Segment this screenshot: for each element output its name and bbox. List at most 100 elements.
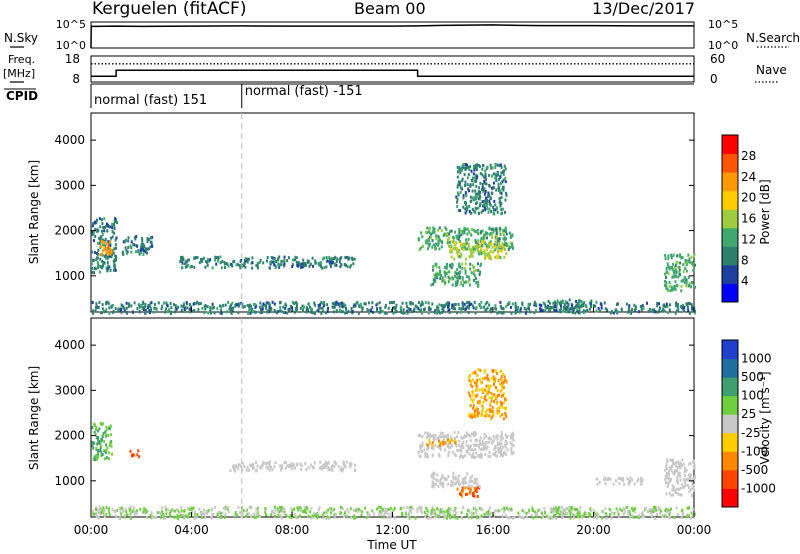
power-cell-10 [563, 306, 566, 310]
velocity-cell-11 [347, 510, 350, 514]
power-cell-6 [464, 271, 467, 275]
velocity-cell-11 [188, 511, 191, 515]
power-cell-6 [439, 276, 442, 280]
power-cell-10 [628, 304, 631, 308]
power-cell-10 [464, 307, 467, 311]
power-cell-0 [114, 243, 117, 247]
velocity-cell-11 [637, 514, 640, 518]
power-cell-4 [502, 229, 505, 233]
power-cell-10 [675, 301, 677, 305]
power-cell-10 [315, 309, 318, 313]
power-cell-3 [330, 261, 333, 265]
velocity-cell-0 [97, 449, 99, 453]
velocity-cell-11 [256, 507, 259, 511]
power-cell-6 [440, 274, 442, 277]
power-cell-7 [470, 169, 473, 173]
power-cell-10 [488, 303, 491, 307]
power-cell-3 [241, 264, 244, 268]
power-cell-10 [641, 304, 644, 308]
power-cell-4 [470, 227, 473, 231]
velocity-cell-2 [327, 468, 330, 472]
velocity-cell-7 [487, 407, 490, 411]
power-cell-2 [135, 250, 138, 254]
velocity-cell-11 [657, 507, 660, 511]
velocity-cell-7 [500, 375, 503, 378]
power-cell-5 [452, 240, 455, 244]
power-cell-10 [429, 307, 432, 311]
power-cell-10 [682, 303, 685, 307]
velocity-cell-11 [665, 508, 668, 511]
velocity-cell-11 [478, 506, 481, 510]
power-cell-7 [487, 191, 490, 195]
power-cell-3 [181, 261, 184, 265]
velocity-cell-11 [310, 506, 313, 510]
power-cell-10 [132, 310, 134, 314]
velocity-cell-6 [430, 475, 433, 479]
power-cell-4 [432, 226, 435, 230]
velocity-cell-7 [491, 396, 493, 400]
power-cell-10 [567, 304, 570, 308]
power-cell-7 [462, 194, 465, 198]
velocity-cell-3 [424, 431, 427, 435]
power-cell-10 [222, 303, 225, 307]
velocity-cell-11 [485, 511, 488, 514]
power-cell-7 [490, 166, 493, 170]
velocity-cell-11 [690, 511, 693, 515]
power-cell-10 [216, 307, 219, 311]
velocity-cell-11 [552, 510, 555, 514]
power-cell-3 [321, 266, 324, 270]
velocity-cell-11 [475, 508, 478, 512]
power-cell-2 [151, 244, 154, 248]
velocity-cell-7 [501, 405, 504, 409]
power-cell-10 [410, 302, 413, 306]
power-cell-4 [486, 236, 488, 240]
velocity-cell-11 [371, 509, 374, 513]
velocity-cell-3 [498, 450, 501, 454]
velocity-cell-8 [562, 512, 565, 516]
power-cell-10 [210, 311, 212, 315]
power-cell-10 [107, 302, 110, 306]
velocity-cell-7 [481, 404, 484, 408]
velocity-cell-10 [666, 484, 669, 488]
power-cell-10 [582, 311, 585, 315]
power-cell-6 [451, 283, 454, 287]
velocity-cell-10 [689, 488, 692, 492]
velocity-cell-10 [675, 487, 678, 491]
power-cell-3 [308, 264, 311, 268]
power-cell-0 [112, 251, 115, 255]
velocity-cell-3 [509, 441, 512, 445]
velocity-cell-7 [481, 409, 484, 413]
velocity-cell-3 [511, 435, 514, 439]
power-cell-7 [477, 163, 480, 167]
velocity-cell-3 [496, 442, 499, 446]
power-cell-10 [212, 306, 215, 309]
power-cell-7 [465, 201, 467, 205]
velocity-cell-11 [549, 516, 552, 520]
power-cell-10 [249, 311, 252, 315]
power-cell-9 [674, 280, 677, 284]
power-cell-10 [444, 303, 447, 307]
power-cell-0 [91, 250, 93, 254]
velocity-cell-11 [386, 516, 389, 520]
velocity-cell-2 [345, 460, 348, 464]
power-cell-7 [505, 191, 507, 195]
velocity-cell-0 [95, 454, 98, 458]
velocity-cell-9 [617, 477, 620, 480]
velocity-cell-11 [647, 510, 649, 514]
power-cell-10 [578, 303, 581, 307]
power-cell-10 [280, 309, 283, 313]
power-cell-7 [479, 204, 481, 208]
power-cell-2 [142, 247, 144, 251]
velocity-cell-7 [469, 383, 472, 387]
velocity-cell-3 [501, 445, 504, 449]
power-cell-5 [470, 254, 473, 258]
power-cell-10 [589, 302, 592, 306]
power-cell-5 [494, 255, 497, 259]
velocity-cell-7 [485, 384, 488, 388]
velocity-cell-3 [495, 435, 498, 439]
power-cell-6 [479, 270, 482, 274]
velocity-cell-7 [499, 414, 502, 418]
power-cbar-swatch-6 [722, 172, 738, 192]
velocity-cell-11 [204, 516, 207, 519]
power-cell-3 [259, 258, 262, 262]
